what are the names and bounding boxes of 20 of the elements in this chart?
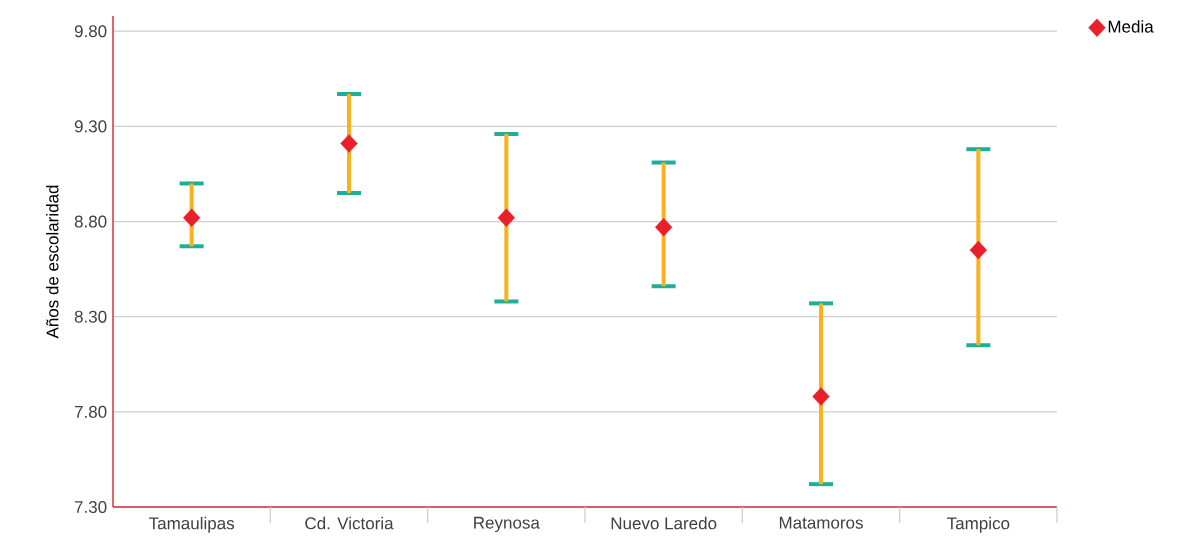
point [183,208,201,227]
x-tick-label: Cd. Victoria [305,516,394,530]
point [812,387,830,406]
y-tick-label: 7.80 [74,405,107,418]
y-axis-title: Años de escolaridad [46,185,59,339]
x-tick-label: Matamoros [779,516,863,529]
x-tick-label: Tamaulipas [149,516,235,533]
y-tick-label: 9.30 [74,120,107,133]
y-tick-label: 8.80 [74,215,107,228]
legend-label: Media [1108,20,1154,33]
point [340,134,358,153]
point [655,218,673,237]
point [497,208,515,227]
y-tick-label: 8.30 [74,310,107,323]
point [969,240,987,260]
x-tick-label: Tampico [947,516,1010,533]
y-tick-label: 7.30 [74,500,107,514]
x-tick-label: Reynosa [474,516,540,533]
y-tick-label: 9.80 [74,25,107,38]
x-tick-label: Nuevo Laredo [611,516,717,530]
